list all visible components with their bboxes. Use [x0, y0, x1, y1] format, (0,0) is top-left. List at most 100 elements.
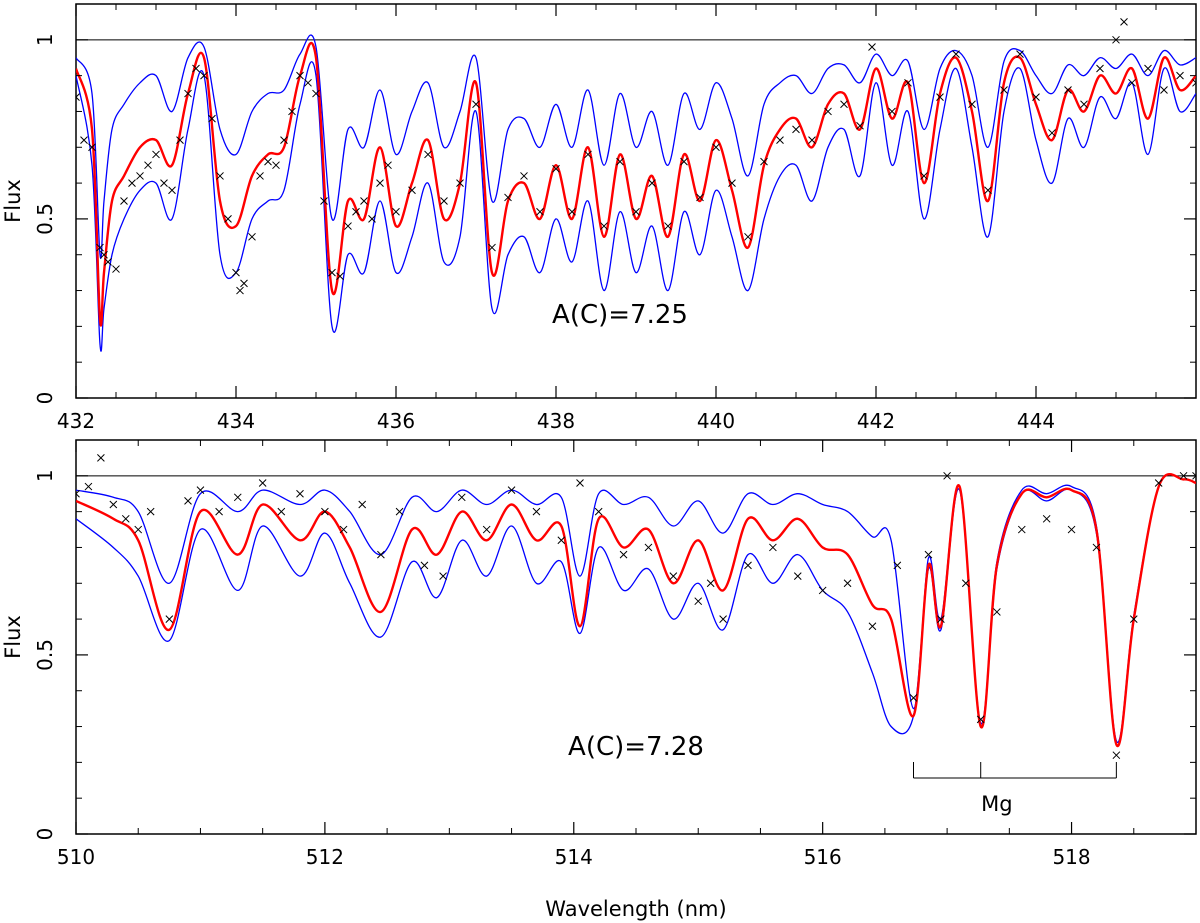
observed-point — [296, 71, 304, 80]
y-tick-label: 0 — [33, 392, 57, 405]
observed-point — [258, 479, 267, 487]
observed-point — [1192, 78, 1196, 87]
observed-point — [769, 543, 777, 552]
observed-point — [384, 161, 392, 170]
panel-top: 432 434 436 438 440 442 444 0 0.5 1 Flux A(C)=7.2… — [1, 3, 1197, 433]
observed-point — [719, 615, 727, 623]
observed-point — [1112, 751, 1121, 760]
observed-point — [1067, 525, 1076, 534]
observed-point — [1096, 64, 1104, 73]
observed-point — [344, 222, 352, 230]
observed-point — [358, 500, 367, 509]
observed-point — [843, 579, 852, 588]
observed-point — [1176, 71, 1184, 80]
observed-point — [472, 100, 480, 109]
observed-point — [146, 507, 155, 516]
observed-point — [744, 561, 752, 570]
observed-point — [504, 193, 512, 202]
y-tick-label: 0 — [33, 828, 57, 841]
observed-point — [936, 93, 944, 101]
observed-point — [760, 157, 768, 166]
observed-point — [594, 507, 603, 516]
observed-point — [376, 179, 384, 187]
x-tick-label: 442 — [857, 409, 895, 433]
observed-point — [532, 507, 541, 516]
observed-point — [168, 186, 176, 195]
observed-point — [439, 572, 447, 580]
observed-point — [952, 50, 960, 58]
observed-point — [136, 172, 144, 180]
observed-point — [968, 100, 976, 109]
observed-point — [1154, 479, 1163, 487]
observed-point — [395, 507, 404, 516]
observed-point — [1129, 615, 1138, 623]
observed-point — [1000, 86, 1008, 94]
observed-point — [100, 250, 108, 259]
observed-point — [240, 279, 248, 288]
observed-point — [694, 597, 703, 606]
observed-point — [616, 157, 624, 166]
series-best-fit-line — [76, 473, 1196, 748]
observed-point — [339, 525, 348, 534]
observed-point — [712, 143, 720, 152]
observed-point — [192, 64, 200, 73]
observed-point — [216, 172, 224, 180]
observed-point — [868, 43, 876, 51]
observed-point — [312, 89, 320, 98]
observed-point — [619, 550, 628, 559]
observed-point — [88, 143, 96, 152]
observed-point — [321, 507, 329, 516]
observed-point — [224, 215, 232, 223]
series-envelope-line — [76, 473, 1196, 747]
observed-point — [584, 150, 592, 159]
observed-point — [536, 207, 544, 216]
annotation-abundance-top: A(C)=7.25 — [552, 300, 688, 330]
observed-point — [1017, 525, 1026, 534]
x-tick-label: 436 — [377, 409, 415, 433]
observed-point — [424, 150, 432, 159]
observed-point — [792, 125, 800, 134]
observed-point — [120, 197, 128, 205]
observed-point — [128, 179, 136, 187]
observed-point — [728, 179, 736, 187]
observed-point — [121, 514, 130, 523]
observed-point — [336, 272, 344, 281]
observed-point — [1064, 86, 1072, 94]
mg-line-marker — [913, 762, 1117, 779]
observed-point — [744, 232, 752, 241]
observed-point — [208, 114, 216, 123]
observed-point — [856, 121, 864, 130]
observed-point — [256, 172, 264, 180]
observed-point — [1192, 471, 1196, 480]
observed-point — [392, 207, 400, 216]
observed-point — [97, 454, 105, 462]
observed-point — [961, 579, 970, 588]
observed-point — [600, 222, 608, 230]
observed-point — [909, 694, 918, 702]
observed-point — [215, 507, 223, 516]
observed-point — [680, 157, 688, 166]
y-tick-label: 0.5 — [33, 203, 57, 235]
observed-point — [793, 572, 802, 580]
observed-point — [236, 286, 244, 295]
observed-point — [248, 232, 256, 241]
y-axis-label-bottom: Flux — [1, 615, 25, 659]
observed-point — [184, 89, 192, 98]
x-tick-label: 516 — [804, 845, 842, 869]
observed-point — [1042, 514, 1051, 523]
observed-point — [507, 486, 516, 494]
observed-point — [1179, 471, 1188, 480]
observed-point — [288, 107, 296, 116]
observed-point — [552, 164, 560, 173]
observed-point — [352, 207, 360, 216]
observed-point — [104, 258, 112, 266]
axis-ticks-bottom: 510 512 514 516 518 0 0.5 1 — [33, 439, 1197, 869]
x-tick-label: 514 — [555, 845, 593, 869]
observed-point — [1128, 78, 1136, 87]
observed-point — [368, 215, 376, 223]
observed-point — [1032, 93, 1040, 101]
observed-point — [296, 489, 304, 498]
observed-point — [420, 561, 429, 570]
series-envelope-line — [76, 61, 1196, 352]
